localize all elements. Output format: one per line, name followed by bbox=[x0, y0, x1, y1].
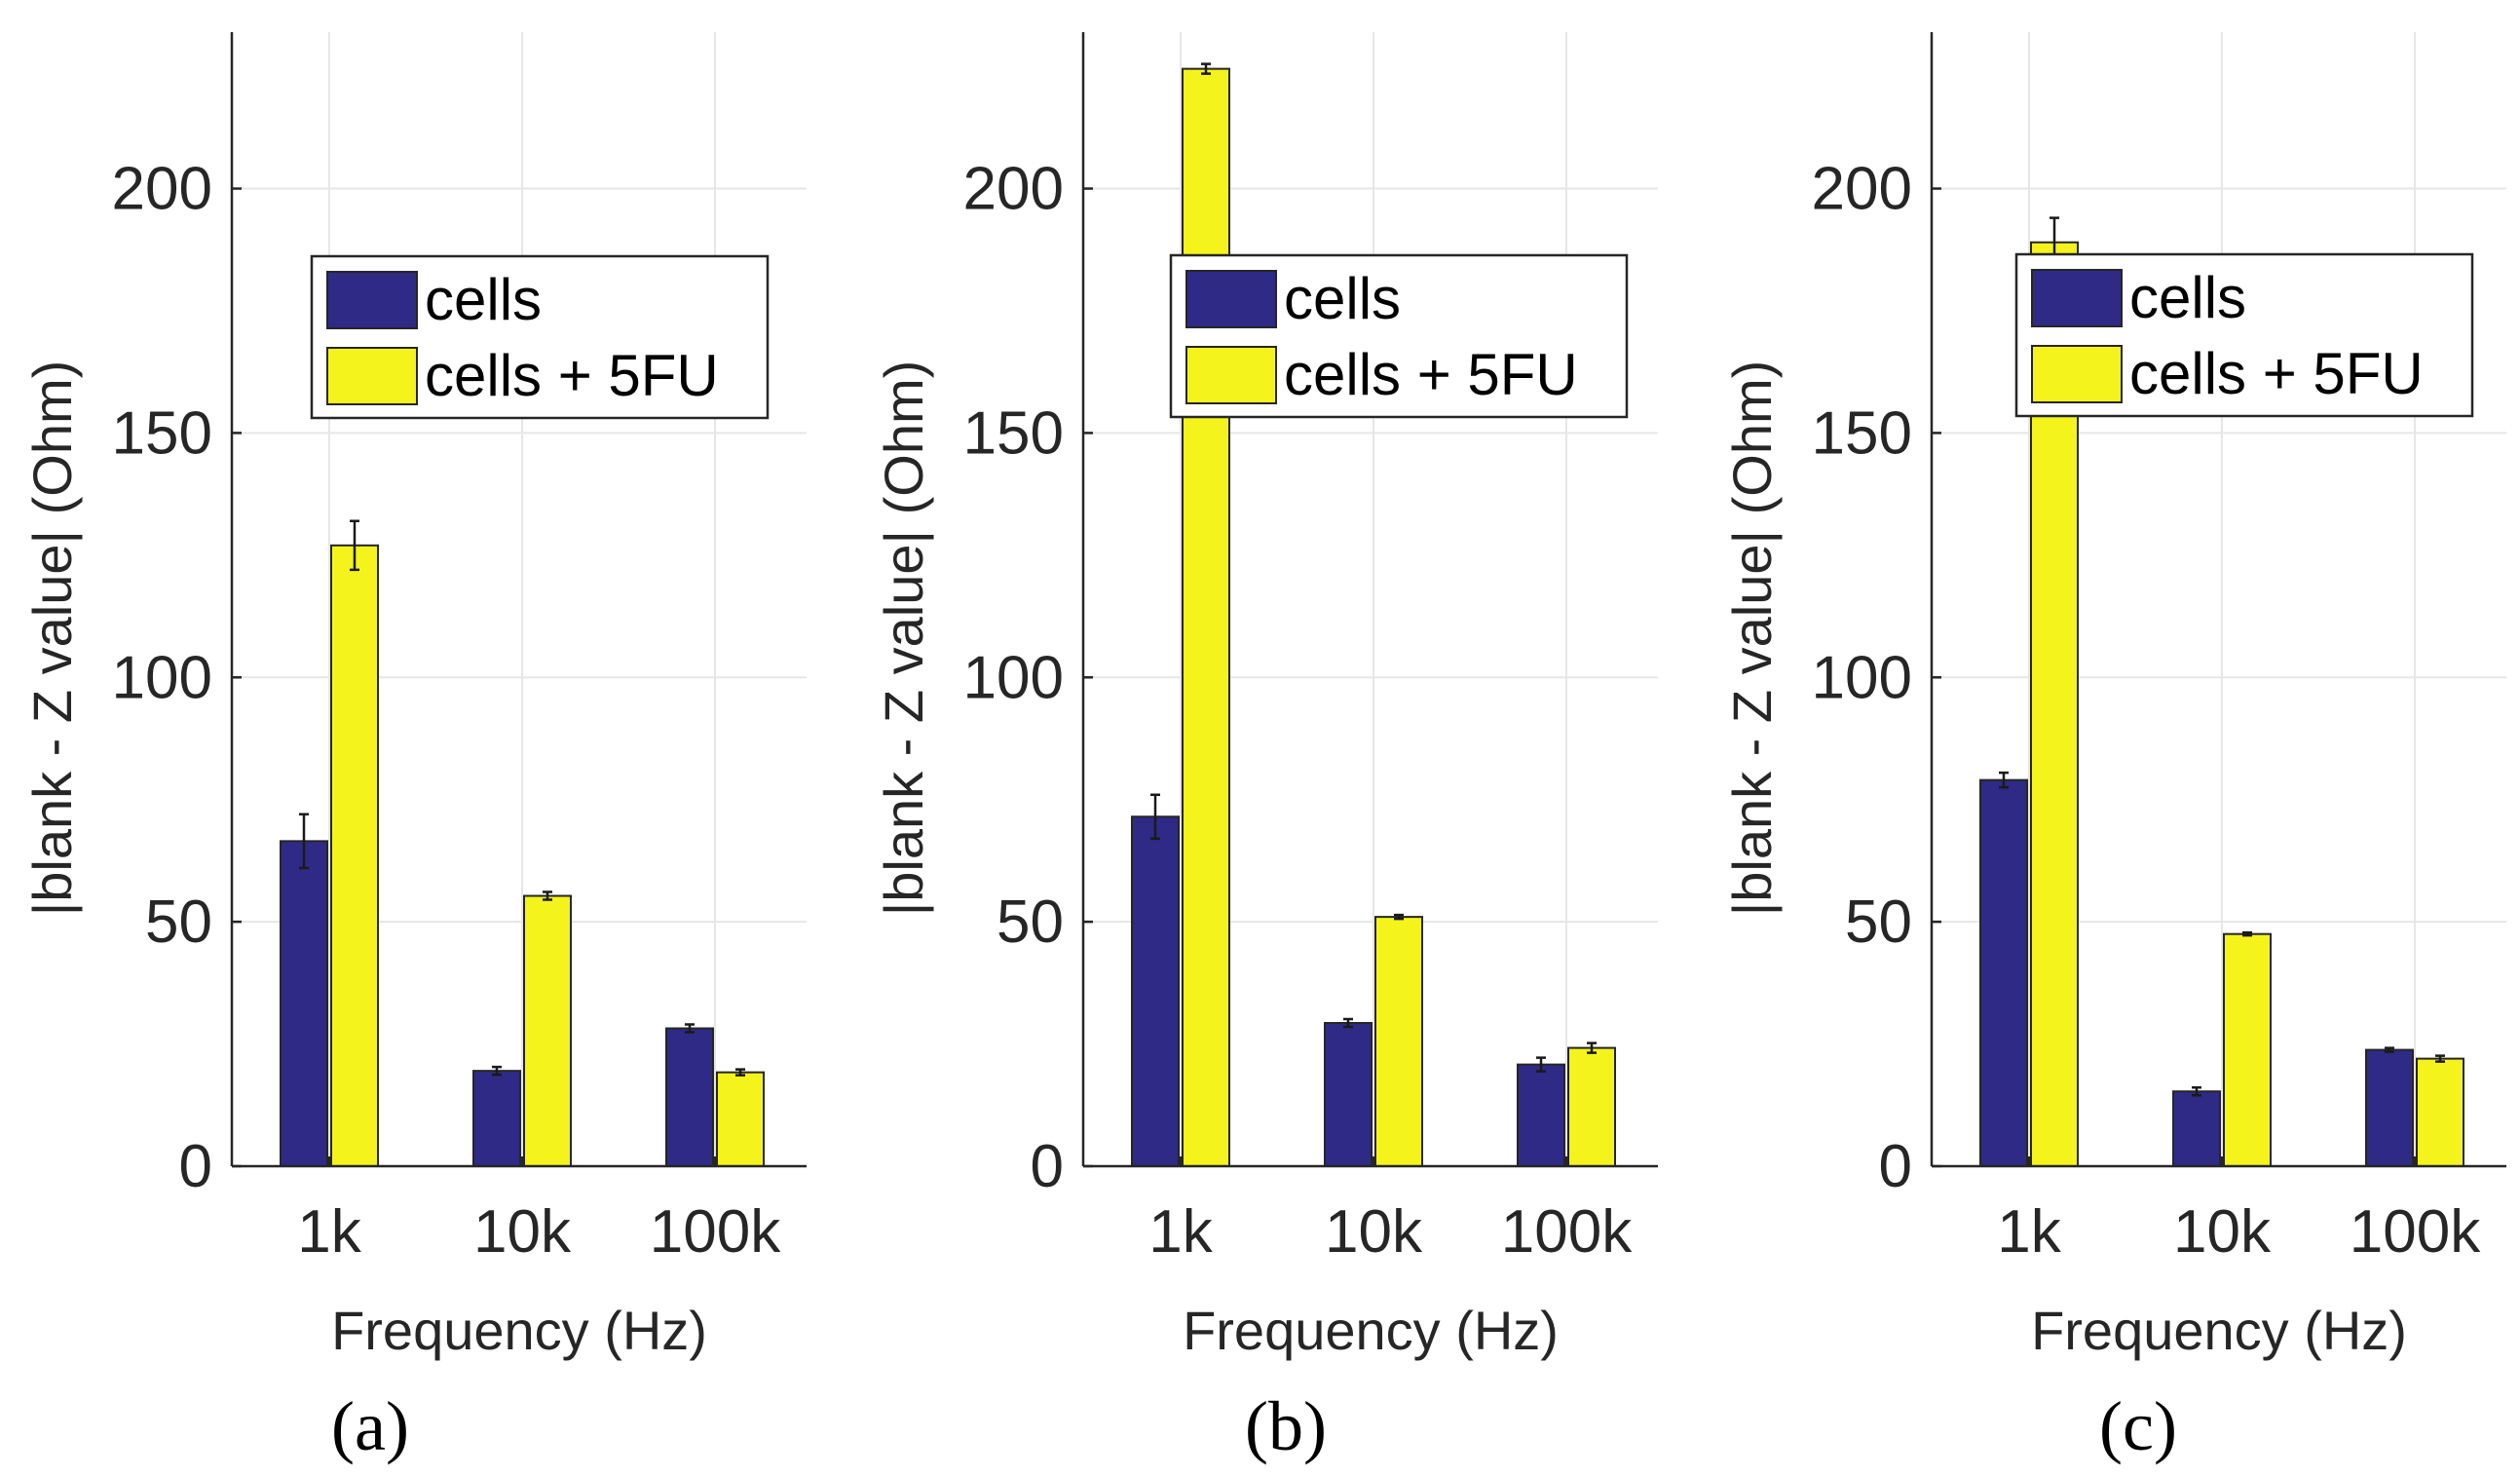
error-bar-cells-1k bbox=[1999, 771, 2009, 789]
bar-cells-5fu-1k bbox=[330, 544, 379, 1167]
error-bar-cells-5fu-10k bbox=[1394, 913, 1404, 921]
bar-cells-5fu-100k bbox=[2416, 1057, 2464, 1168]
bar-cells-10k bbox=[2172, 1090, 2221, 1167]
bar-cells-1k bbox=[280, 840, 328, 1167]
y-tick-label: 50 bbox=[997, 889, 1064, 956]
y-tick-label: 0 bbox=[1031, 1133, 1064, 1200]
error-bar-cells-1k bbox=[1150, 793, 1160, 841]
error-bar-cells-5fu-10k bbox=[2242, 930, 2252, 937]
legend-swatch-cells-5fu bbox=[326, 347, 418, 405]
legend-swatch-cells bbox=[2031, 269, 2123, 327]
bar-cells-5fu-1k bbox=[1182, 67, 1230, 1168]
panel-label: (c) bbox=[2099, 1387, 2177, 1465]
x-axis-title: Frequency (Hz) bbox=[2031, 1300, 2407, 1361]
legend-label-cells-5fu: cells + 5FU bbox=[1284, 342, 1578, 407]
x-tick-label: 10k bbox=[1325, 1198, 1423, 1266]
y-tick-label: 50 bbox=[1845, 889, 1912, 956]
error-bar-cells-1k bbox=[299, 813, 309, 870]
bar-cells-5fu-10k bbox=[2223, 932, 2272, 1167]
x-tick-label: 10k bbox=[2173, 1198, 2272, 1266]
panel-label: (a) bbox=[331, 1387, 409, 1465]
error-bar-cells-5fu-1k bbox=[1201, 62, 1211, 75]
error-bar-cells-100k bbox=[1536, 1056, 1546, 1073]
x-tick-label: 100k bbox=[2350, 1198, 2481, 1266]
chart-panel-a: 0 50 100 150 200 1k 10k 100k Frequency (Hz) |blan… bbox=[21, 32, 807, 1465]
bar-cells-5fu-10k bbox=[1374, 916, 1423, 1167]
y-tick-label: 100 bbox=[112, 644, 212, 711]
bar-cells-1k bbox=[1131, 815, 1180, 1167]
x-tick-label: 100k bbox=[650, 1198, 781, 1266]
y-tick-label: 50 bbox=[145, 889, 212, 956]
y-tick-label: 100 bbox=[963, 644, 1064, 711]
chart-panel-c: 0 50 100 150 200 1k 10k 100k Frequency (Hz) |blan… bbox=[1721, 32, 2506, 1465]
error-bar-cells-100k bbox=[685, 1023, 695, 1034]
bar-cells-100k bbox=[1517, 1063, 1565, 1167]
bar-cells-5fu-100k bbox=[716, 1071, 765, 1167]
error-bar-cells-10k bbox=[2192, 1085, 2201, 1097]
error-bar-cells-5fu-100k bbox=[735, 1068, 745, 1077]
bar-cells-1k bbox=[1979, 778, 2028, 1167]
bar-cells-5fu-10k bbox=[523, 894, 572, 1168]
legend-swatch-cells-5fu bbox=[2031, 345, 2123, 403]
y-tick-label: 150 bbox=[963, 399, 1064, 467]
error-bar-cells-10k bbox=[1343, 1017, 1353, 1029]
error-bar-cells-10k bbox=[492, 1065, 502, 1077]
error-bar-cells-5fu-100k bbox=[1587, 1041, 1597, 1054]
x-tick-label: 10k bbox=[473, 1198, 572, 1266]
y-tick-label: 200 bbox=[963, 156, 1064, 223]
legend-label-cells-5fu: cells + 5FU bbox=[425, 343, 719, 408]
error-bar-cells-5fu-10k bbox=[543, 890, 552, 901]
legend-label-cells-5fu: cells + 5FU bbox=[2129, 341, 2424, 406]
y-axis-title: |blank - Z value| (Ohm) bbox=[873, 360, 934, 917]
x-tick-label: 1k bbox=[1997, 1198, 2061, 1266]
y-tick-label: 150 bbox=[112, 399, 212, 467]
bar-cells-10k bbox=[472, 1070, 521, 1168]
y-tick-label: 150 bbox=[1812, 399, 1912, 467]
bar-cells-5fu-100k bbox=[1567, 1046, 1616, 1168]
legend-swatch-cells bbox=[326, 271, 418, 329]
chart-panel-b: 0 50 100 150 200 1k 10k 100k Frequency (Hz) |blan… bbox=[873, 32, 1658, 1465]
bar-cells-100k bbox=[665, 1027, 714, 1167]
error-bar-cells-100k bbox=[2385, 1046, 2394, 1053]
y-tick-label: 0 bbox=[179, 1133, 212, 1200]
y-tick-label: 200 bbox=[1812, 156, 1912, 223]
x-axis-title: Frequency (Hz) bbox=[1183, 1300, 1559, 1361]
bar-cells-10k bbox=[1324, 1021, 1373, 1168]
error-bar-cells-5fu-100k bbox=[2435, 1054, 2445, 1063]
x-tick-label: 1k bbox=[297, 1198, 361, 1266]
y-tick-label: 0 bbox=[1879, 1133, 1912, 1200]
x-tick-label: 1k bbox=[1148, 1198, 1213, 1266]
legend-label-cells: cells bbox=[425, 267, 542, 332]
error-bar-cells-5fu-1k bbox=[350, 519, 359, 572]
x-axis-title: Frequency (Hz) bbox=[331, 1300, 707, 1361]
y-axis-title: |blank - Z value| (Ohm) bbox=[21, 360, 83, 917]
y-tick-label: 100 bbox=[1812, 644, 1912, 711]
legend-swatch-cells bbox=[1185, 270, 1277, 328]
x-tick-label: 100k bbox=[1501, 1198, 1633, 1266]
legend-label-cells: cells bbox=[2129, 265, 2246, 330]
panel-label: (b) bbox=[1245, 1387, 1327, 1465]
y-tick-label: 200 bbox=[112, 156, 212, 223]
legend-label-cells: cells bbox=[1284, 266, 1401, 331]
legend-swatch-cells-5fu bbox=[1185, 346, 1277, 404]
bar-cells-100k bbox=[2365, 1048, 2414, 1167]
y-axis-title: |blank - Z value| (Ohm) bbox=[1721, 360, 1783, 917]
